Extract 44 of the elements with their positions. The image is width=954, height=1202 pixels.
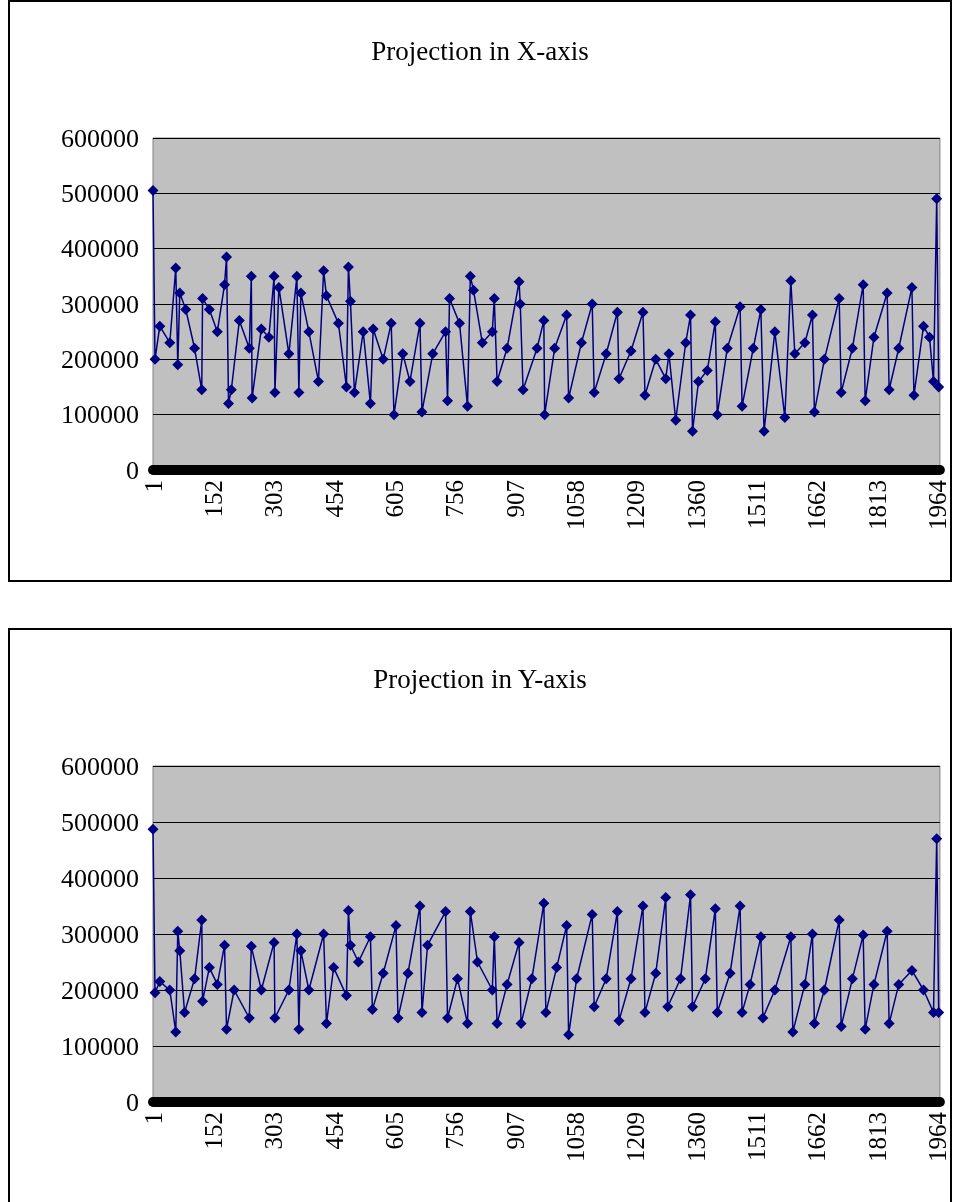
x-tick-label: 1511 xyxy=(742,1112,770,1162)
y-tick-label: 400000 xyxy=(61,863,139,893)
x-tick-label: 605 xyxy=(380,480,408,518)
y-tick-label: 300000 xyxy=(61,289,139,319)
x-tick-label: 1360 xyxy=(682,1112,710,1162)
y-tick-label: 400000 xyxy=(61,234,139,264)
y-tick-label: 500000 xyxy=(61,178,139,208)
x-tick-label: 756 xyxy=(441,1112,469,1150)
y-tick-label: 600000 xyxy=(61,751,139,781)
x-tick-label: 1209 xyxy=(622,1112,650,1162)
x-tick-label: 605 xyxy=(380,1112,408,1150)
x-tick-label: 1813 xyxy=(863,1112,891,1162)
x-tick-label: 1662 xyxy=(803,480,831,530)
x-tick-label: 303 xyxy=(260,1112,288,1150)
chart-title: Projection in Y-axis xyxy=(373,663,587,694)
x-tick-label: 303 xyxy=(260,480,288,518)
x-tick-label: 1058 xyxy=(561,1112,589,1162)
x-tick-label: 454 xyxy=(320,1111,348,1150)
y-tick-label: 200000 xyxy=(61,344,139,374)
x-tick-label: 1360 xyxy=(682,480,710,530)
x-tick-label: 756 xyxy=(441,480,469,518)
y-tick-label: 600000 xyxy=(61,123,139,153)
x-tick-label: 907 xyxy=(501,1112,529,1150)
x-tick-label: 1662 xyxy=(803,1112,831,1162)
y-tick-label: 0 xyxy=(126,455,139,485)
x-tick-label: 1511 xyxy=(742,480,770,530)
x-tick-label: 152 xyxy=(199,1112,227,1150)
chart-title: Projection in X-axis xyxy=(371,35,589,66)
y-tick-label: 300000 xyxy=(61,919,139,949)
x-tick-label: 1 xyxy=(139,1112,167,1125)
x-tick-label: 1964 xyxy=(924,1111,951,1162)
x-tick-label: 1964 xyxy=(924,479,951,530)
y-tick-label: 100000 xyxy=(61,1031,139,1061)
y-tick-label: 500000 xyxy=(61,807,139,837)
x-tick-label: 1058 xyxy=(561,480,589,530)
x-tick-label: 454 xyxy=(320,479,348,518)
x-tick-label: 152 xyxy=(199,480,227,518)
x-tick-label: 1209 xyxy=(622,480,650,530)
x-tick-label: 1813 xyxy=(863,480,891,530)
y-tick-label: 100000 xyxy=(61,400,139,430)
y-tick-label: 0 xyxy=(126,1087,139,1117)
x-tick-label: 907 xyxy=(501,480,529,518)
x-tick-label: 1 xyxy=(139,480,167,493)
y-tick-label: 200000 xyxy=(61,975,139,1005)
